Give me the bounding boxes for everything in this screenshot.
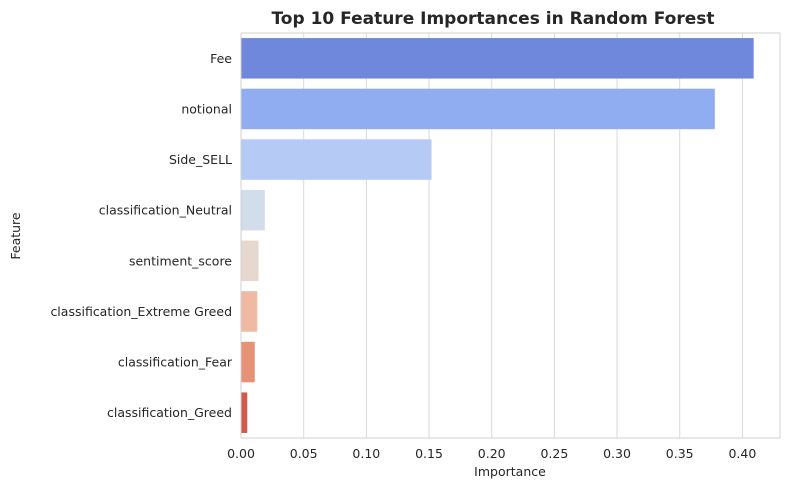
x-tick-label: 0.25 (540, 446, 568, 461)
bar (241, 341, 255, 383)
y-tick-label: classification_Extreme Greed (50, 304, 232, 319)
plot-area (240, 32, 781, 439)
y-tick-label: Fee (210, 51, 232, 66)
y-tick-label: sentiment_score (129, 253, 232, 268)
y-tick-label: classification_Neutral (99, 203, 232, 218)
bar (241, 240, 259, 282)
bar (241, 392, 248, 433)
bar (241, 88, 715, 130)
y-tick-label: Side_SELL (169, 152, 232, 167)
y-tick-label: classification_Greed (107, 405, 232, 420)
x-tick-labels: 0.00 0.05 0.10 0.15 0.20 0.25 0.30 0.35 0.40 (227, 446, 756, 461)
x-tick-label: 0.00 (227, 446, 255, 461)
bar (241, 291, 258, 332)
x-tick-label: 0.10 (352, 446, 380, 461)
chart-title: Top 10 Feature Importances in Random For… (271, 9, 714, 29)
bar (241, 38, 754, 79)
y-tick-label: notional (181, 101, 232, 116)
x-tick-label: 0.40 (728, 446, 756, 461)
bar (241, 139, 432, 180)
y-tick-labels: Fee notional Side_SELL classification_Neutr… (50, 51, 232, 420)
x-tick-label: 0.20 (478, 446, 506, 461)
y-axis-label: Feature (8, 212, 23, 260)
y-tick-label: classification_Fear (118, 355, 233, 370)
x-tick-label: 0.30 (603, 446, 631, 461)
x-tick-label: 0.15 (415, 446, 443, 461)
bar (241, 189, 265, 231)
x-tick-label: 0.05 (290, 446, 318, 461)
x-tick-label: 0.35 (666, 446, 694, 461)
x-axis-label: Importance (474, 464, 546, 479)
bars (241, 38, 754, 433)
